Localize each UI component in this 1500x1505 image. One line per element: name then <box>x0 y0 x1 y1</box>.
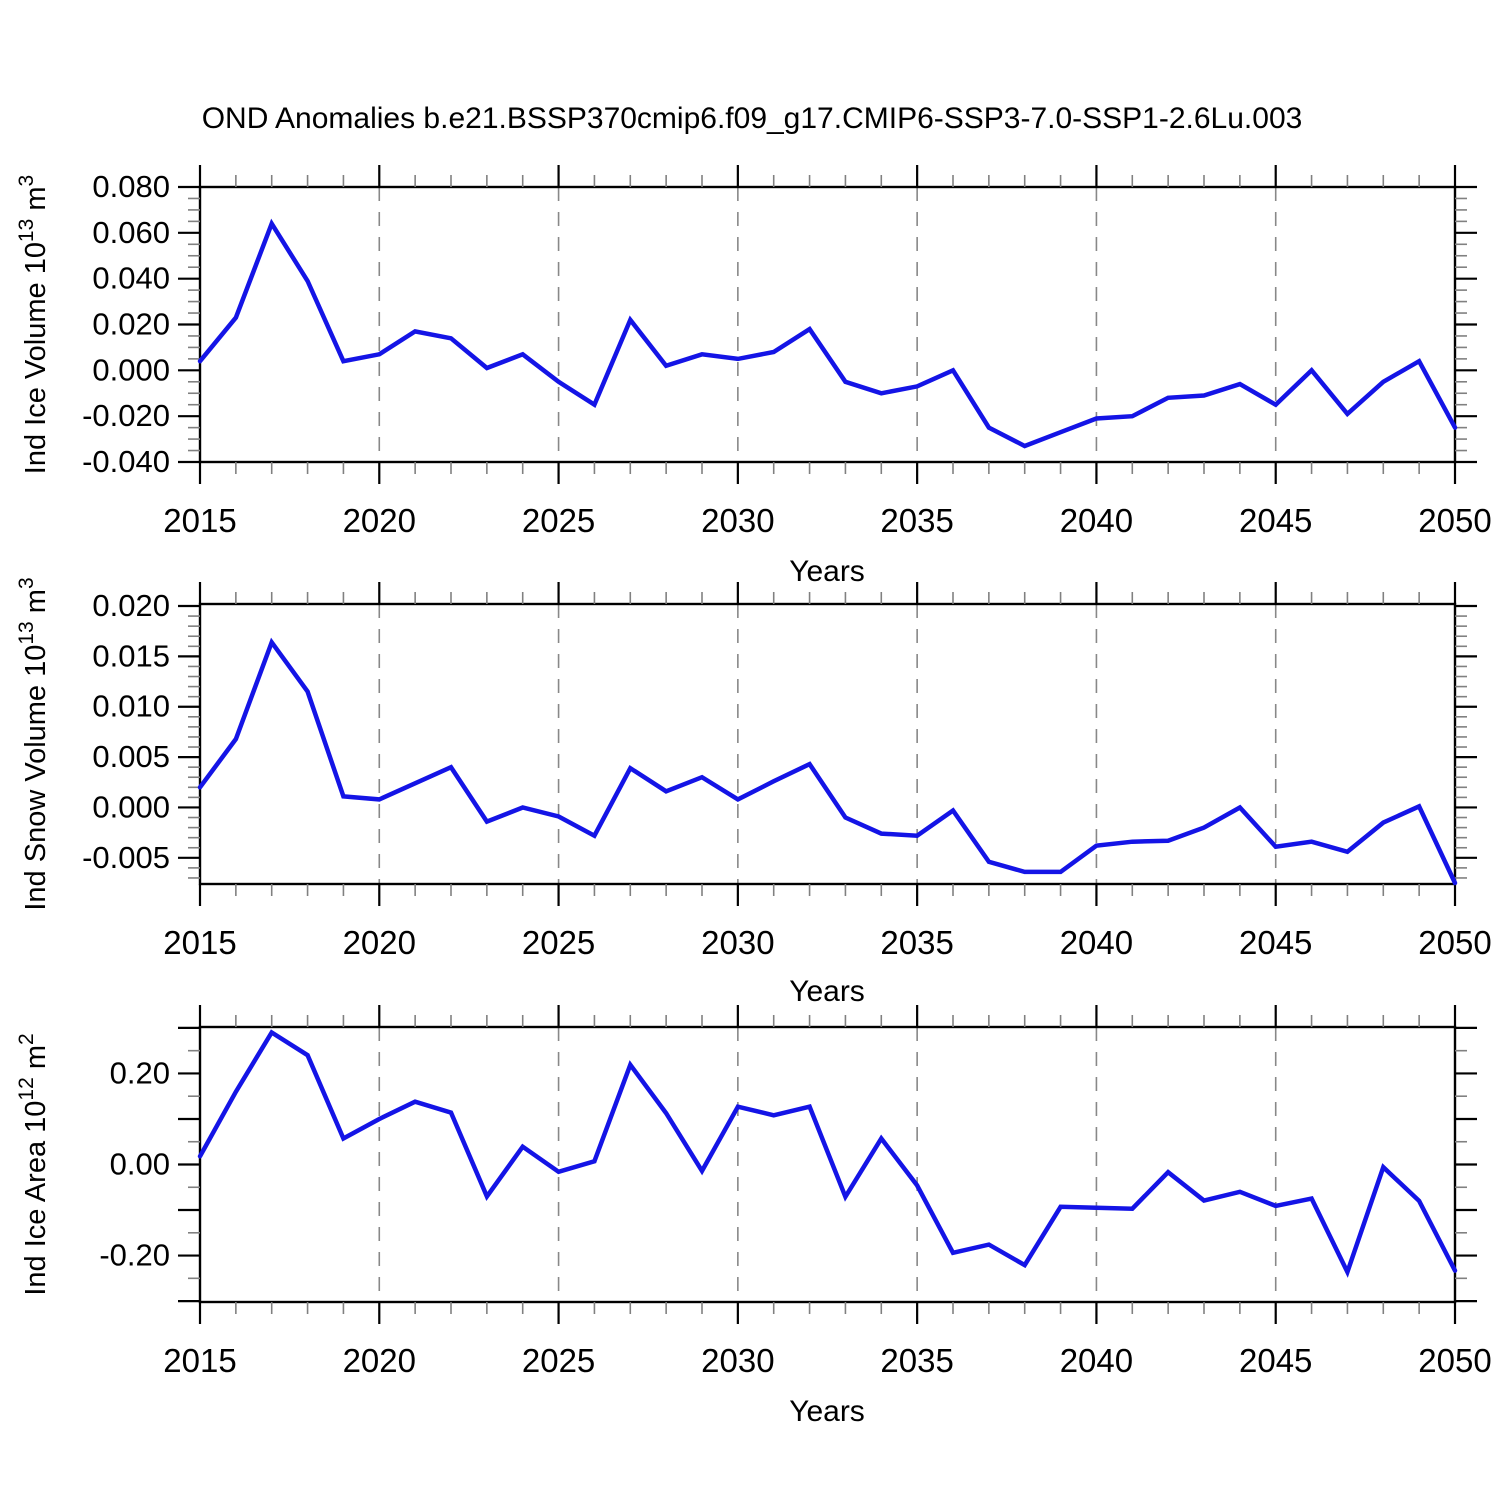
y-axis-title-snow-volume: Ind Snow Volume 1013 m3 <box>15 577 52 910</box>
x-tick-label: 2030 <box>701 924 774 961</box>
y-tick-label: 0.020 <box>92 307 170 342</box>
x-tick-label: 2045 <box>1239 1342 1312 1379</box>
x-tick-label: 2025 <box>522 1342 595 1379</box>
x-tick-label: 2050 <box>1418 1342 1491 1379</box>
x-tick-label: 2040 <box>1060 502 1133 539</box>
y-tick-label: 0.010 <box>92 689 170 724</box>
x-tick-label: 2025 <box>522 924 595 961</box>
x-tick-label: 2040 <box>1060 1342 1133 1379</box>
x-tick-label: 2040 <box>1060 924 1133 961</box>
y-tick-label: 0.060 <box>92 215 170 250</box>
y-tick-label: -0.040 <box>82 444 170 479</box>
panel-ice-volume: 2015 2020 2025 2030 2035 2040 2045 2050 0.080 0.0… <box>15 165 1492 539</box>
y-tick-label: 0.080 <box>92 169 170 204</box>
y-tick-label: 0.000 <box>92 352 170 387</box>
x-tick-label: 2045 <box>1239 502 1312 539</box>
x-axis-title-panel2: Years <box>789 975 865 1008</box>
panel-ice-area: 2015 2020 2025 2030 2035 2040 2045 2050 0.20 0.00… <box>15 1005 1492 1379</box>
plot-frame <box>198 602 1457 886</box>
plot-frame <box>198 1025 1457 1304</box>
y-tick-label: 0.20 <box>110 1055 170 1090</box>
x-tick-label: 2035 <box>880 924 953 961</box>
x-tick-label: 2030 <box>701 1342 774 1379</box>
series-line-ice-volume <box>197 218 1458 449</box>
panel-snow-volume: 2015 2020 2025 2030 2035 2040 2045 2050 0.020 0.0… <box>15 577 1492 961</box>
x-tick-label: 2045 <box>1239 924 1312 961</box>
y-tick-label: -0.005 <box>82 840 170 875</box>
series-line-snow-volume <box>197 637 1458 886</box>
x-tick-label: 2015 <box>163 924 236 961</box>
chart-title: OND Anomalies b.e21.BSSP370cmip6.f09_g17… <box>202 102 1303 135</box>
x-tick-label: 2025 <box>522 502 595 539</box>
x-tick-label: 2015 <box>163 1342 236 1379</box>
x-tick-label: 2030 <box>701 502 774 539</box>
plot-frame <box>198 185 1457 464</box>
y-axis-title-ice-area: Ind Ice Area 1012 m2 <box>15 1033 52 1295</box>
y-tick-label: 0.005 <box>92 739 170 774</box>
x-tick-label: 2050 <box>1418 924 1491 961</box>
x-tick-label: 2035 <box>880 502 953 539</box>
x-tick-label: 2050 <box>1418 502 1491 539</box>
x-tick-label: 2015 <box>163 502 236 539</box>
x-tick-label: 2020 <box>343 924 416 961</box>
x-axis-title-panel3: Years <box>789 1395 865 1428</box>
x-axis-title-panel1: Years <box>789 555 865 588</box>
x-tick-label: 2020 <box>343 1342 416 1379</box>
y-tick-label: 0.040 <box>92 261 170 296</box>
y-axis-title-ice-volume: Ind Ice Volume 1013 m3 <box>15 175 52 474</box>
x-tick-label: 2020 <box>343 502 416 539</box>
y-tick-label: -0.020 <box>82 398 170 433</box>
y-tick-label: 0.015 <box>92 638 170 673</box>
y-tick-label: -0.20 <box>99 1238 170 1273</box>
y-tick-label: 0.000 <box>92 789 170 824</box>
x-tick-label: 2035 <box>880 1342 953 1379</box>
y-tick-label: 0.00 <box>110 1147 170 1182</box>
y-tick-label: 0.020 <box>92 588 170 623</box>
series-line-ice-area <box>197 1029 1458 1278</box>
